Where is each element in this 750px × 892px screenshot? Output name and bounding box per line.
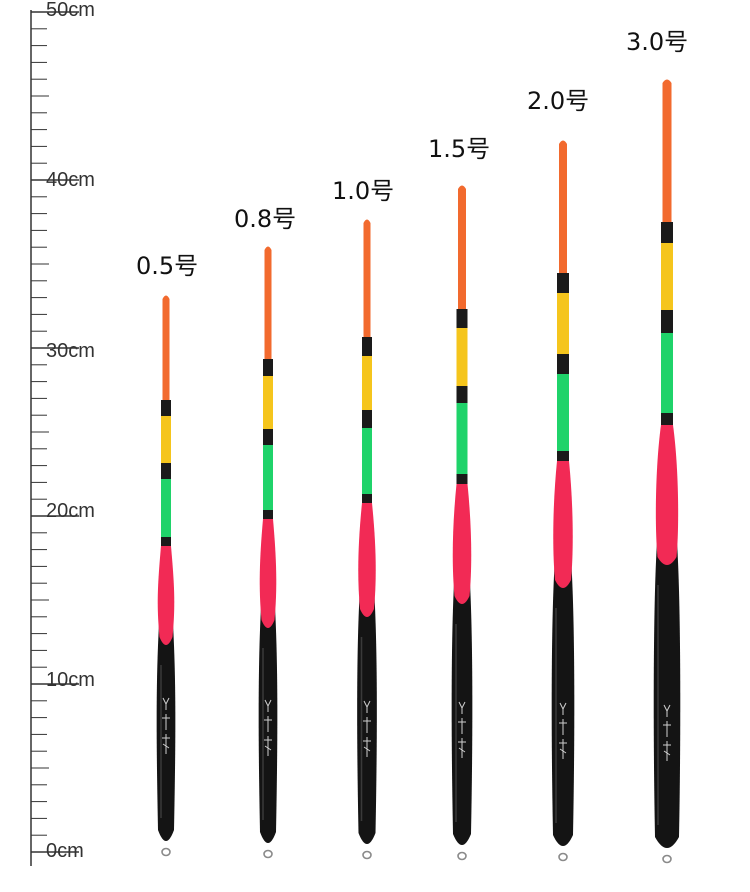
- float-label-1-5: 1.5号: [428, 135, 491, 163]
- float-segment-red: [655, 425, 679, 565]
- float-segment-yellow: [661, 243, 673, 310]
- float-swivel-ring: [558, 852, 568, 862]
- float-brand-mark: [559, 702, 567, 759]
- ruler: [30, 10, 79, 866]
- float-band: [263, 510, 273, 519]
- float-segment-yellow: [161, 416, 171, 463]
- float-segment-green: [557, 374, 569, 451]
- float-body: [653, 535, 681, 848]
- float-label-0-8: 0.8号: [234, 205, 297, 233]
- float-segment-green: [661, 333, 673, 413]
- float-segment-green: [362, 428, 372, 494]
- float-segment-green: [456, 403, 468, 474]
- float-band: [456, 386, 468, 403]
- float-segment-green: [263, 445, 273, 510]
- float-band: [161, 537, 171, 546]
- float-brand-mark: [264, 699, 272, 756]
- float-swivel-ring: [662, 854, 672, 864]
- float-tip: [662, 79, 672, 222]
- ruler-label-0: 0cm: [46, 840, 84, 862]
- float-segment-red: [157, 546, 175, 645]
- float-brand-mark: [663, 704, 671, 761]
- float-segment-yellow: [456, 328, 468, 386]
- float-brand-mark: [458, 701, 466, 758]
- float-band: [557, 273, 569, 293]
- float-tip: [162, 295, 170, 400]
- float-label-1-0: 1.0号: [332, 177, 395, 205]
- float-segment-yellow: [362, 356, 372, 410]
- float-band: [263, 359, 273, 376]
- ruler-label-40: 40cm: [46, 169, 95, 191]
- float-body: [357, 587, 377, 844]
- float-segment-yellow: [557, 293, 569, 354]
- float-band: [456, 309, 468, 328]
- float-band: [362, 494, 372, 503]
- float-swivel-ring: [263, 849, 273, 859]
- float-band: [456, 474, 468, 484]
- float-brand-mark: [363, 700, 371, 757]
- float-tip: [264, 246, 272, 359]
- float-swivel-ring: [457, 851, 467, 861]
- float-body: [551, 558, 575, 846]
- float-tip: [363, 219, 371, 337]
- ruler-label-30: 30cm: [46, 340, 95, 362]
- float-label-2-0: 2.0号: [527, 87, 590, 115]
- float-segment-yellow: [263, 376, 273, 429]
- ruler-label-50: 50cm: [46, 0, 95, 21]
- float-segment-red: [452, 484, 472, 604]
- float-band: [661, 413, 673, 425]
- float-segment-red: [358, 503, 376, 617]
- float-brand-mark: [162, 697, 170, 754]
- float-band: [661, 310, 673, 333]
- ruler-label-10: 10cm: [46, 669, 95, 691]
- ruler-ticks: [31, 11, 79, 853]
- float-segment-green: [161, 479, 171, 537]
- float-segment-red: [553, 461, 573, 588]
- ruler-label-20: 20cm: [46, 500, 95, 522]
- float-swivel-ring: [362, 850, 372, 860]
- float-band: [557, 354, 569, 374]
- float-tip: [559, 140, 567, 273]
- float-label-3-0: 3.0号: [626, 28, 689, 56]
- float-band: [661, 222, 673, 243]
- float-segment-red: [259, 519, 277, 628]
- float-band: [161, 400, 171, 416]
- float-swivel-ring: [161, 847, 171, 857]
- float-label-0-5: 0.5号: [136, 252, 199, 280]
- float-tip: [458, 185, 466, 309]
- float-band: [161, 463, 171, 479]
- float-band: [362, 337, 372, 356]
- float-band: [557, 451, 569, 461]
- float-band: [362, 410, 372, 428]
- float-band: [263, 429, 273, 445]
